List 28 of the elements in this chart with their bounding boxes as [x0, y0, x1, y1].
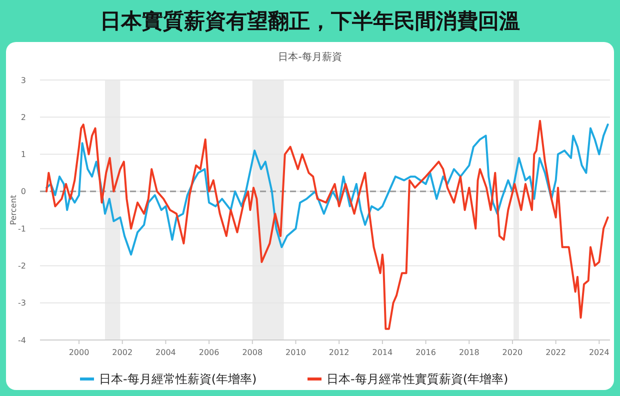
x-tick-label: 2022	[546, 348, 566, 357]
chart-title: 日本實質薪資有望翻正，下半年民間消費回溫	[100, 9, 520, 33]
x-tick-label: 2008	[242, 348, 263, 357]
x-tick-label: 2000	[68, 348, 90, 357]
line-series	[46, 124, 609, 256]
line-series	[46, 120, 609, 330]
x-tick-label: 2002	[112, 348, 133, 357]
y-tick-label: -2	[18, 262, 26, 271]
y-axis-title: Percent	[9, 194, 18, 226]
y-tick-label: 3	[20, 76, 26, 85]
y-tick-label: 2	[20, 112, 26, 122]
x-tick-label: 2012	[328, 348, 350, 357]
y-tick-label: -4	[18, 336, 26, 345]
legend-label: 日本-每月經常性薪資(年增率)	[99, 372, 257, 386]
x-tick-label: 2014	[372, 348, 393, 357]
x-tick-label: 2016	[416, 348, 436, 357]
y-tick-label: 0	[20, 187, 26, 196]
x-tick-label: 2020	[502, 348, 523, 357]
x-tick-label: 2010	[286, 348, 306, 357]
y-tick-label: -1	[18, 224, 26, 234]
chart-subtitle: 日本-每月薪資	[278, 51, 342, 63]
y-tick-label: -3	[18, 298, 26, 308]
x-tick-label: 2018	[458, 348, 480, 357]
legend-label: 日本-每月經常性實質薪資(年增率)	[326, 372, 508, 386]
y-tick-label: 1	[20, 150, 26, 160]
x-tick-label: 2004	[156, 348, 176, 357]
x-tick-label: 2024	[588, 348, 610, 357]
x-tick-label: 2006	[198, 348, 220, 357]
